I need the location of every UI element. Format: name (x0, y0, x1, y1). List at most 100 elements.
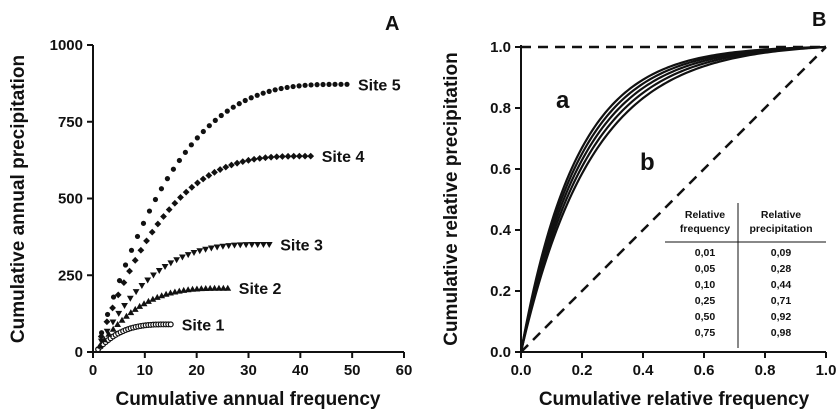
data-point (114, 321, 122, 328)
data-point (267, 153, 275, 161)
data-point (188, 142, 194, 148)
ticks-a: 0 10 20 30 40 50 60 0 250 500 750 1000 (50, 37, 413, 379)
data-point (206, 284, 214, 291)
series-label: Site 3 (280, 238, 323, 255)
data-point (284, 152, 292, 160)
table-rows: 0,01 0,09 0,05 0,28 0,10 0,44 0,25 0,71 0,50 0,92… (695, 247, 792, 339)
data-point (265, 241, 273, 248)
data-point (211, 284, 218, 291)
region-label-b: b (640, 149, 655, 176)
data-point (179, 254, 186, 261)
table-cell-frequency: 0,25 (695, 295, 716, 307)
data-point (128, 247, 135, 253)
data-point (154, 220, 162, 228)
x-tick-label-a: 40 (292, 362, 309, 379)
data-point (260, 90, 266, 96)
data-point (132, 289, 140, 296)
data-point (307, 152, 315, 160)
y-tick-label-b: 0.4 (490, 222, 512, 239)
data-point (248, 95, 254, 101)
table-header-2-line-1: Relative (761, 209, 801, 221)
x-tick-label-b: 1.0 (816, 362, 837, 379)
data-point (145, 297, 152, 304)
data-point (122, 262, 129, 268)
data-point (118, 316, 126, 323)
table-cell-precipitation: 0,44 (771, 279, 792, 291)
data-point (215, 284, 223, 291)
data-point (116, 277, 123, 284)
data-point (278, 85, 284, 92)
data-point (104, 311, 111, 318)
data-point (149, 295, 157, 302)
data-point (206, 123, 212, 129)
table-cell-precipitation: 0,71 (771, 295, 792, 307)
data-point (218, 112, 224, 119)
data-point (161, 264, 169, 271)
series-site-3: Site 3 (97, 238, 323, 345)
data-point (126, 295, 134, 302)
data-point (126, 267, 133, 275)
data-point (109, 325, 117, 332)
data-point (296, 83, 302, 89)
data-point (123, 312, 130, 319)
y-tick-label-a: 0 (75, 344, 83, 361)
y-tick-label-b: 0.0 (490, 344, 511, 361)
data-point (158, 186, 165, 192)
data-point (196, 248, 204, 255)
data-point (332, 81, 338, 87)
data-point (338, 81, 344, 87)
lorenz-curve (519, 45, 827, 353)
y-tick-label-a: 750 (58, 114, 83, 131)
data-point (167, 260, 175, 267)
data-point (266, 88, 272, 94)
data-point (213, 244, 221, 251)
y-axis-title-b: Cumulative relative precipitation (441, 52, 462, 346)
data-point (260, 241, 267, 248)
y-tick-label-b: 0.8 (490, 100, 511, 117)
x-axis-title-b: Cumulative relative frequency (539, 389, 810, 409)
data-point (137, 246, 145, 254)
data-point (115, 310, 123, 317)
data-point (131, 256, 139, 264)
data-point (250, 155, 258, 163)
ticks-b: 0.0 0.2 0.4 0.6 0.8 1.0 0.0 0.2 0.4 0.6 0.8 1.0 (490, 39, 836, 379)
table-cell-precipitation: 0,09 (771, 247, 792, 259)
data-point (199, 175, 207, 183)
data-point (177, 194, 184, 201)
x-axis-title-a: Cumulative annual frequency (115, 389, 380, 409)
table-header-2-line-2: precipitation (749, 223, 812, 235)
data-point (301, 152, 309, 160)
data-point (188, 183, 196, 191)
data-point (182, 188, 190, 196)
table-cell-frequency: 0,50 (695, 311, 716, 323)
series-site-4: Site 4 (97, 149, 364, 340)
data-point (228, 161, 235, 169)
data-point (160, 213, 167, 220)
data-point (308, 82, 314, 88)
data-point (344, 81, 350, 87)
data-point (302, 82, 308, 88)
data-point (121, 303, 128, 310)
data-point (152, 196, 159, 203)
data-point (205, 172, 213, 179)
data-point (242, 242, 250, 249)
data-point (202, 284, 210, 291)
y-tick-label-b: 1.0 (490, 39, 511, 56)
x-tick-label-b: 0.6 (694, 362, 715, 379)
data-point (98, 330, 105, 336)
table-cell-frequency: 0,01 (695, 247, 716, 259)
data-point (143, 237, 150, 245)
data-point (278, 153, 286, 160)
data-point (236, 242, 244, 249)
reference-line (520, 46, 827, 353)
data-point (165, 206, 173, 214)
data-point (194, 179, 201, 187)
data-point (222, 163, 230, 171)
series-site-2: Site 2 (96, 281, 282, 349)
table-cell-precipitation: 0,28 (771, 263, 792, 275)
data-point (138, 283, 146, 290)
data-point (131, 305, 139, 312)
data-point (314, 82, 320, 88)
data-point (194, 135, 200, 141)
series-site-1: Site 1 (95, 317, 225, 353)
